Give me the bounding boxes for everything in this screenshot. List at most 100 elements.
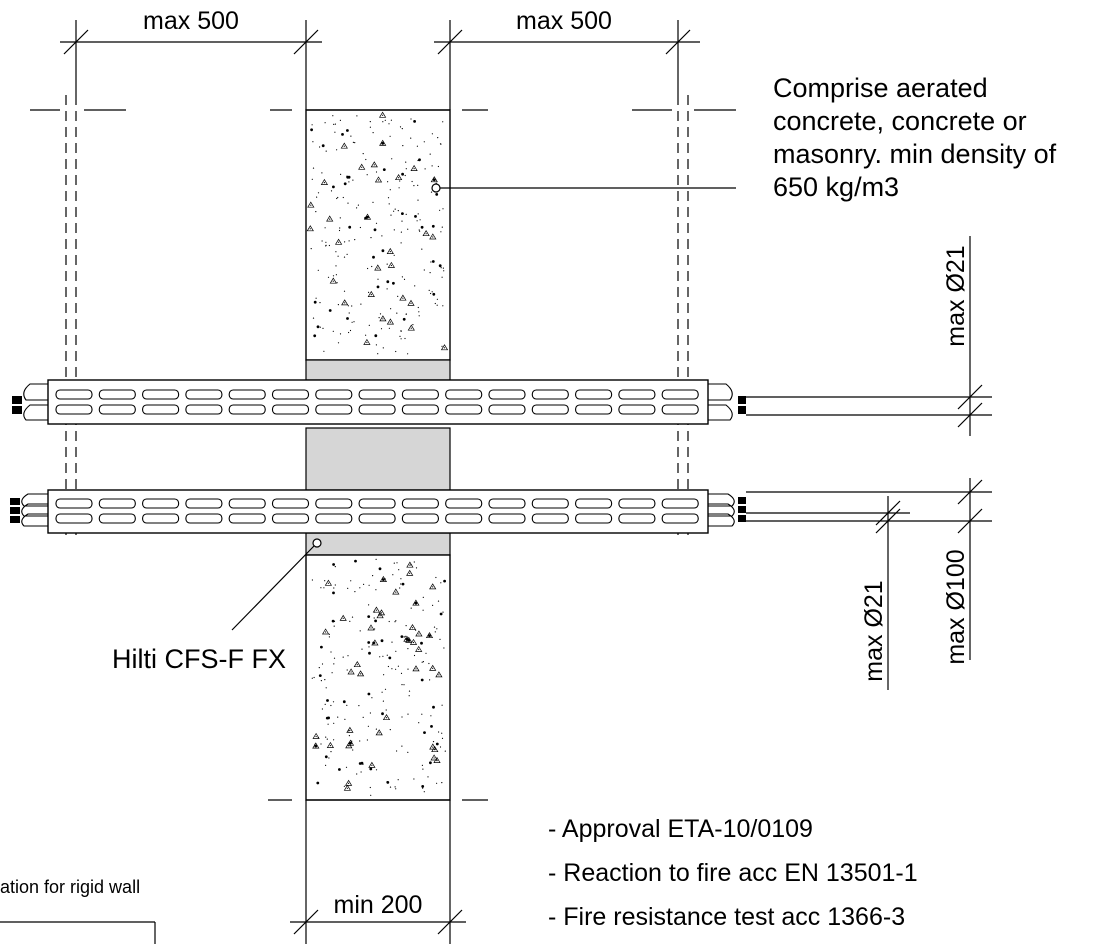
product-label: Hilti CFS-F FX xyxy=(112,644,286,674)
tray-slot xyxy=(271,389,310,400)
concrete-aggregate xyxy=(372,606,381,613)
concrete-speck xyxy=(387,665,389,668)
concrete-speck xyxy=(338,241,340,243)
concrete-speck xyxy=(443,347,446,349)
concrete-speck xyxy=(418,722,420,724)
concrete-speck xyxy=(311,677,313,679)
concrete-speck xyxy=(400,242,402,244)
concrete-speck xyxy=(354,239,356,241)
concrete-speck xyxy=(410,327,412,329)
concrete-speck xyxy=(394,208,396,210)
concrete-speck xyxy=(405,625,407,627)
tray-slot xyxy=(488,389,526,400)
concrete-speck xyxy=(410,302,412,304)
concrete-aggregate xyxy=(358,163,366,170)
concrete-speck xyxy=(321,708,323,710)
concrete-speck xyxy=(398,569,400,571)
concrete-speck xyxy=(432,236,434,238)
concrete-speck xyxy=(360,673,362,675)
concrete-speck xyxy=(320,680,322,682)
concrete-speck xyxy=(423,269,425,271)
concrete-speck xyxy=(402,145,404,147)
concrete-speck xyxy=(328,636,330,638)
concrete-speck xyxy=(325,736,327,738)
concrete-aggregate xyxy=(406,569,414,576)
concrete-speck xyxy=(441,732,443,734)
concrete-speck xyxy=(359,587,361,589)
concrete-aggregate xyxy=(392,588,400,595)
concrete-speck xyxy=(419,219,421,221)
concrete-speck xyxy=(326,738,328,740)
concrete-speck xyxy=(381,691,383,693)
concrete-speck xyxy=(390,214,392,216)
concrete-speck xyxy=(379,313,382,315)
concrete-speck xyxy=(387,181,389,183)
tray-slot xyxy=(358,513,396,524)
concrete-speck xyxy=(342,617,344,620)
concrete-speck xyxy=(386,781,390,784)
concrete-speck xyxy=(412,641,415,644)
concrete-speck xyxy=(408,695,410,697)
concrete-speck xyxy=(352,749,354,751)
concrete-speck xyxy=(361,166,363,168)
tray-slot xyxy=(661,513,699,524)
tray-slot xyxy=(401,498,439,509)
concrete-speck xyxy=(404,174,406,177)
concrete-speck xyxy=(371,764,373,767)
concrete-aggregate xyxy=(363,338,371,345)
concrete-speck xyxy=(322,327,324,329)
concrete-speck xyxy=(352,141,354,143)
concrete-speck xyxy=(312,141,314,143)
tray-slot xyxy=(661,498,699,509)
concrete-speck xyxy=(432,705,435,709)
concrete-speck xyxy=(378,732,380,734)
concrete-speck xyxy=(439,209,441,211)
concrete-speck xyxy=(377,179,380,181)
concrete-speck xyxy=(368,646,370,648)
concrete-speck xyxy=(328,244,330,247)
concrete-speck xyxy=(312,317,315,319)
concrete-speck xyxy=(309,228,311,230)
footer-fragment: ation for rigid wall xyxy=(0,877,156,944)
concrete-speck xyxy=(333,123,335,125)
concrete-speck xyxy=(417,184,419,186)
concrete-speck xyxy=(416,220,418,222)
concrete-speck xyxy=(360,303,362,305)
concrete-speck xyxy=(425,652,427,654)
concrete-speck xyxy=(396,750,398,752)
concrete-speck xyxy=(389,251,391,253)
concrete-speck xyxy=(344,302,346,304)
concrete-speck xyxy=(430,261,432,263)
concrete-speck xyxy=(346,175,348,177)
tray-slot xyxy=(575,389,613,400)
concrete-speck xyxy=(423,791,425,793)
tray-slot xyxy=(575,404,613,415)
concrete-speck xyxy=(395,788,397,790)
tray-slot xyxy=(228,498,266,509)
concrete-speck xyxy=(366,215,369,219)
concrete-speck xyxy=(432,746,434,748)
concrete-speck xyxy=(326,699,329,702)
concrete-speck xyxy=(331,619,335,623)
concrete-speck xyxy=(404,337,406,340)
concrete-speck xyxy=(348,735,350,737)
wall-material-line-4: 650 kg/m3 xyxy=(773,172,899,202)
concrete-speck xyxy=(369,767,373,771)
concrete-speck xyxy=(372,132,374,134)
concrete-speck xyxy=(346,704,348,707)
concrete-speck xyxy=(385,709,387,711)
wall-material-line-1: Comprise aerated xyxy=(773,73,988,103)
concrete-speck xyxy=(358,762,362,765)
concrete-aggregate xyxy=(429,664,437,671)
concrete-speck xyxy=(428,662,430,665)
concrete-speck xyxy=(337,304,339,306)
concrete-speck xyxy=(334,584,336,586)
concrete-speck xyxy=(363,583,365,586)
concrete-speck xyxy=(359,740,361,742)
concrete-speck xyxy=(418,229,420,231)
concrete-aggregate xyxy=(412,599,420,606)
concrete-speck xyxy=(398,177,400,179)
concrete-speck xyxy=(441,276,443,278)
concrete-speck xyxy=(323,350,325,352)
concrete-speck xyxy=(321,144,325,148)
